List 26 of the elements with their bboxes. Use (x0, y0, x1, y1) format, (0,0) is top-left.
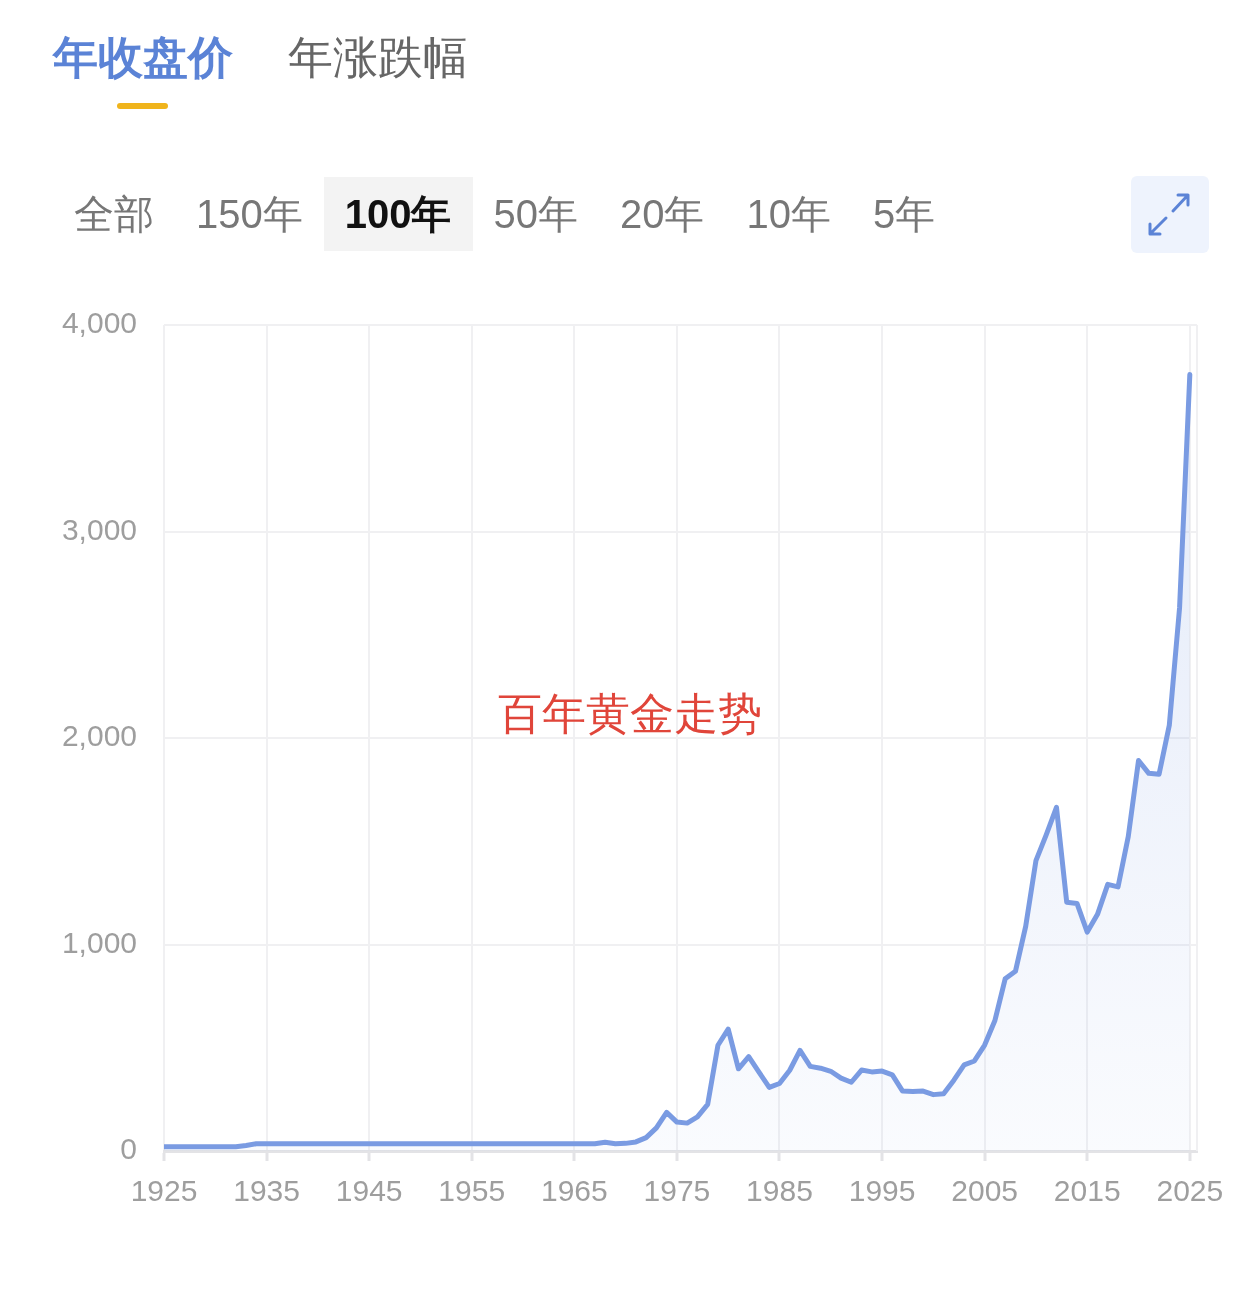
text: 50年 (492, 191, 579, 238)
x-tick-label: 1955 (438, 1174, 506, 1208)
text: 150年 (195, 191, 304, 238)
x-tick-label: 1925 (130, 1174, 198, 1208)
x-tick-label: 2005 (951, 1174, 1019, 1208)
text: 年收盘价 (53, 31, 233, 85)
text: 100年 (323, 177, 473, 251)
x-tick-label: 2025 (1156, 1174, 1224, 1208)
text: 百年黄金走势 (498, 688, 762, 740)
text: 20年 (619, 191, 706, 238)
text: 年涨跌幅 (288, 31, 468, 85)
y-tick-label: 0 (120, 1132, 137, 1166)
y-tick-label: 4,000 (61, 306, 137, 340)
x-tick-label: 1935 (233, 1174, 300, 1208)
text: 5年 (872, 191, 937, 238)
x-tick-label: 1965 (540, 1174, 608, 1208)
y-tick-label: 3,000 (61, 512, 137, 546)
y-tick-label: 1,000 (61, 925, 137, 959)
x-tick-label: 2015 (1053, 1174, 1121, 1208)
x-tick-label: 1975 (643, 1174, 711, 1208)
text: 10年 (745, 191, 832, 238)
x-tick-label: 1985 (746, 1174, 813, 1208)
text: 全部 (73, 191, 155, 238)
x-tick-label: 1995 (848, 1174, 916, 1208)
y-tick-label: 2,000 (61, 719, 137, 753)
x-tick-label: 1945 (335, 1174, 403, 1208)
